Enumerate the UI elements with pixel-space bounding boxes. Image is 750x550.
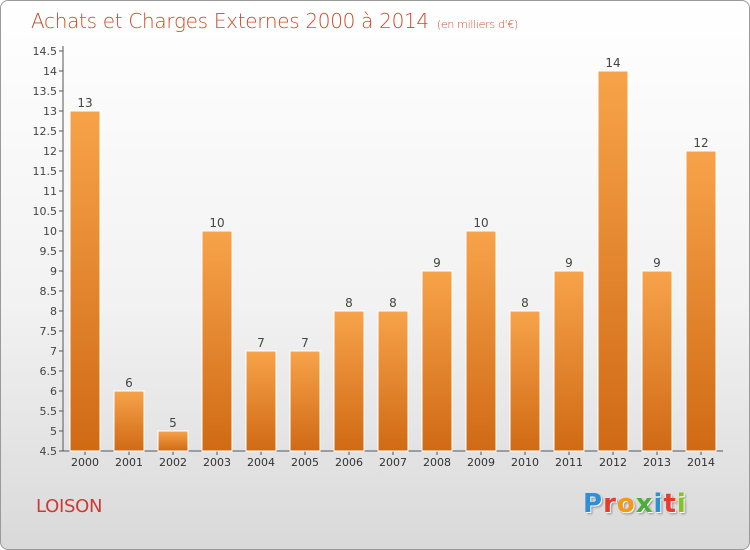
y-tick-label: 7: [50, 345, 57, 358]
chart-title-text: Achats et Charges Externes 2000 à 2014: [31, 9, 429, 33]
bar-2000: [69, 110, 101, 452]
bar-2012: [597, 70, 629, 452]
bar-2008: [421, 270, 453, 452]
y-tick-label: 10.5: [33, 205, 58, 218]
chart-bars: [69, 70, 717, 452]
bar-2009: [465, 230, 497, 452]
y-tick-label: 9.5: [40, 245, 58, 258]
brand-letter: r: [603, 489, 617, 519]
brand-letter: i: [653, 489, 664, 519]
bar-2001: [113, 390, 145, 452]
value-label-2010: 8: [521, 296, 529, 310]
y-tick-label: 7.5: [40, 325, 58, 338]
x-tick-label-2006: 2006: [335, 456, 363, 469]
value-label-2002: 5: [169, 416, 177, 430]
x-axis-labels: 2000 2001 2002 2003 2004 2005 2006 2007 2008 2009…: [71, 456, 715, 469]
x-tick-label-2010: 2010: [511, 456, 539, 469]
brand-logo: Proxiti: [583, 489, 687, 519]
y-tick-label: 12: [43, 145, 57, 158]
value-label-2003: 10: [209, 216, 224, 230]
bar-2003: [201, 230, 233, 452]
x-tick-label-2009: 2009: [467, 456, 495, 469]
bar-2010: [509, 310, 541, 452]
value-label-2007: 8: [389, 296, 397, 310]
value-label-2004: 7: [257, 336, 265, 350]
x-tick-label-2008: 2008: [423, 456, 451, 469]
bar-2004: [245, 350, 277, 452]
x-tick-label-2012: 2012: [599, 456, 627, 469]
y-tick-label: 8.5: [40, 285, 58, 298]
chart-subtitle: (en milliers d'€): [436, 18, 519, 31]
chart-axes: 4.5 5 5.5 6 6.5 7 7.5 8 8.5 9 9.5 10 10.5 11 11.5 12 12.…: [33, 45, 723, 458]
y-tick-label: 6.5: [40, 365, 58, 378]
y-tick-label: 11.5: [33, 165, 58, 178]
y-tick-label: 12.5: [33, 125, 58, 138]
brand-letter: x: [635, 489, 654, 519]
x-tick-label-2007: 2007: [379, 456, 407, 469]
brand-letter: i: [676, 489, 687, 519]
value-label-2005: 7: [301, 336, 309, 350]
chart-title: Achats et Charges Externes 2000 à 2014 (e…: [31, 9, 518, 33]
commune-name: LOISON: [36, 496, 103, 517]
bar-2014: [685, 150, 717, 452]
y-tick-label: 14: [43, 65, 57, 78]
y-tick-label: 14.5: [33, 45, 58, 58]
y-tick-label: 13: [43, 105, 57, 118]
value-label-2013: 9: [653, 256, 661, 270]
y-tick-label: 13.5: [33, 85, 58, 98]
value-label-2014: 12: [693, 136, 708, 150]
bar-2007: [377, 310, 409, 452]
bar-value-labels: 13 6 5 10 7 7 8 8 9 10 8 9 14 9 12: [77, 56, 708, 430]
y-tick-label: 5: [50, 425, 57, 438]
value-label-2011: 9: [565, 256, 573, 270]
y-tick-label: 6: [50, 385, 57, 398]
value-label-2000: 13: [77, 96, 92, 110]
brand-letter: o: [616, 489, 636, 519]
value-label-2009: 10: [473, 216, 488, 230]
bar-2013: [641, 270, 673, 452]
x-tick-label-2011: 2011: [555, 456, 583, 469]
bar-2005: [289, 350, 321, 452]
y-tick-label: 5.5: [40, 405, 58, 418]
y-tick-label: 4.5: [40, 445, 58, 458]
value-label-2008: 9: [433, 256, 441, 270]
x-tick-label-2005: 2005: [291, 456, 319, 469]
bar-2011: [553, 270, 585, 452]
x-tick-label-2013: 2013: [643, 456, 671, 469]
x-tick-label-2001: 2001: [115, 456, 143, 469]
x-tick-label-2004: 2004: [247, 456, 275, 469]
y-tick-label: 11: [43, 185, 57, 198]
value-label-2001: 6: [125, 376, 133, 390]
bar-2006: [333, 310, 365, 452]
bar-2002: [157, 430, 189, 452]
brand-letter: P: [583, 489, 604, 519]
x-tick-label-2014: 2014: [687, 456, 715, 469]
y-tick-label: 10: [43, 225, 57, 238]
x-tick-label-2002: 2002: [159, 456, 187, 469]
y-tick-label: 9: [50, 265, 57, 278]
x-tick-label-2000: 2000: [71, 456, 99, 469]
brand-letter: t: [663, 489, 677, 519]
value-label-2006: 8: [345, 296, 353, 310]
value-label-2012: 14: [605, 56, 620, 70]
x-tick-label-2003: 2003: [203, 456, 231, 469]
y-tick-label: 8: [50, 305, 57, 318]
